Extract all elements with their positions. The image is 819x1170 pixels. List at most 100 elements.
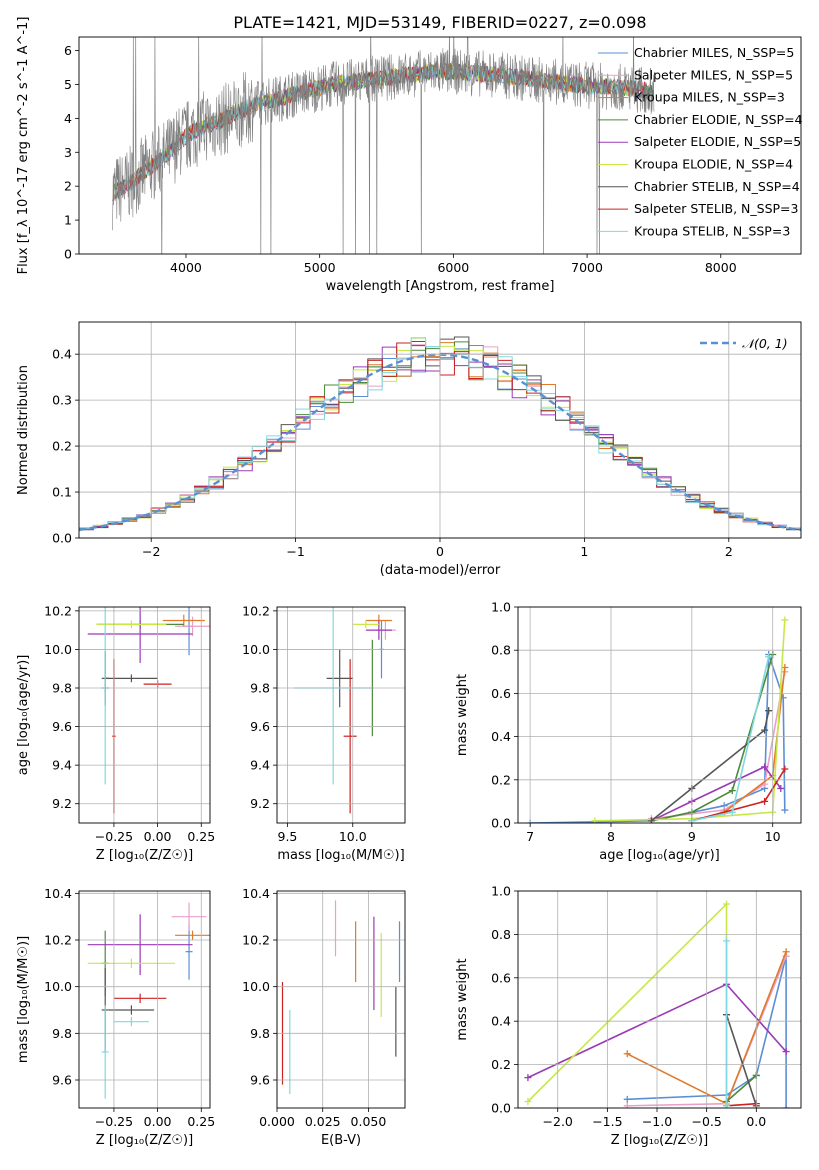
x-axis-label: wavelength [Angstrom, rest frame]	[326, 279, 555, 294]
y-tick-label: 9.6	[250, 1073, 270, 1088]
figure-title: PLATE=1421, MJD=53149, FIBERID=0227, z=0…	[233, 13, 646, 32]
x-axis-label: E(B-V)	[321, 1133, 361, 1148]
y-axis-label: age [log₁₀(age/yr)]	[16, 655, 31, 776]
y-tick-label: 10.0	[44, 979, 72, 994]
x-axis-label: (data-model)/error	[380, 563, 501, 578]
axes-frame	[276, 606, 406, 824]
x-tick-label: −0.5	[691, 1114, 721, 1129]
series-marker-kroupa_miles	[782, 948, 790, 956]
series-marker-kroupa_stelib	[723, 937, 731, 945]
plot-area	[526, 616, 789, 823]
y-tick-label: 10.0	[242, 979, 270, 994]
series-marker-kroupa_miles	[623, 1050, 631, 1058]
series-marker-salpeter_stelib	[781, 765, 789, 773]
x-tick-label: 0.0	[746, 1114, 766, 1129]
chart-spectrum: 4000 5000 6000 7000 8000 0 1 2 3 4 5 6 wavelength [A…	[16, 17, 803, 294]
plot-area	[112, 37, 655, 254]
x-axis-label: mass [log₁₀(M/M☉)]	[277, 848, 404, 863]
axes-frame	[78, 36, 802, 255]
x-tick-label: 2	[725, 544, 733, 559]
chart-residuals: −2 −1 0 1 2 0.0 0.1 0.2 0.3 0.4 (data-model)/error…	[16, 321, 802, 578]
x-tick-label: 0	[436, 544, 444, 559]
y-tick-label: 10.4	[44, 886, 72, 901]
x-tick-label: 6000	[437, 260, 469, 275]
x-tick-label: 0.25	[187, 829, 215, 844]
y-tick-label: 10.2	[242, 933, 270, 948]
series-marker-kroupa_elodie	[723, 900, 731, 908]
x-tick-label: 0.025	[305, 1114, 341, 1129]
legend-label: Chabrier ELODIE, N_SSP=4	[634, 112, 803, 127]
x-tick-label: 7000	[571, 260, 603, 275]
series-marker-salpeter_elodie	[782, 1048, 790, 1056]
x-tick-label: −1.0	[642, 1114, 672, 1129]
chart-age_vs_Z: −0.25 0.00 0.25 9.2 9.4 9.6 9.8 10.0 10.2 Z [log₁…	[16, 603, 215, 863]
y-tick-label: 0.2	[491, 772, 511, 787]
y-tick-label: 10.2	[44, 933, 72, 948]
y-tick-label: 0.2	[52, 439, 72, 454]
y-tick-label: 9.4	[52, 758, 72, 773]
plot-area	[87, 607, 210, 814]
y-axis-label: Normed distribution	[16, 365, 31, 495]
y-tick-label: 0.0	[491, 816, 511, 831]
legend-label: Chabrier MILES, N_SSP=5	[634, 45, 794, 60]
y-tick-label: 0.1	[52, 485, 72, 500]
y-tick-label: 3	[64, 145, 72, 160]
y-tick-label: 0.0	[52, 531, 72, 546]
series-marker-chabrier_elodie	[728, 787, 736, 795]
data-spectrum-line	[112, 37, 655, 254]
x-tick-label: 0.00	[144, 829, 172, 844]
series-marker-salpeter_elodie	[761, 763, 769, 771]
x-tick-label: 0.00	[144, 1114, 172, 1129]
series-marker-kroupa_elodie	[524, 1097, 532, 1105]
x-tick-label: 9.5	[278, 829, 298, 844]
series-marker-salpeter_elodie	[524, 1074, 532, 1082]
x-axis-label: Z [log₁₀(Z/Z☉)]	[96, 848, 193, 863]
y-axis-label: mass weight	[455, 958, 470, 1040]
axes-frame	[78, 321, 802, 539]
y-tick-label: 9.8	[52, 681, 72, 696]
series-marker-kroupa_stelib	[765, 653, 773, 661]
y-axis-label: mass weight	[455, 674, 470, 756]
y-tick-label: 6	[64, 43, 72, 58]
series-line-chabrier_stelib	[725, 1014, 758, 1107]
y-tick-label: 0.3	[52, 393, 72, 408]
series-marker-kroupa_elodie	[781, 616, 789, 624]
y-tick-label: 1.0	[491, 884, 511, 899]
x-tick-label: −2	[142, 544, 160, 559]
y-tick-label: 9.2	[52, 796, 72, 811]
axes-frame	[276, 890, 406, 1109]
y-tick-label: 0.4	[52, 347, 72, 362]
y-tick-label: 0.0	[491, 1101, 511, 1116]
x-tick-label: 4000	[170, 260, 202, 275]
x-tick-label: −1	[286, 544, 304, 559]
series-marker-chabrier_stelib	[647, 817, 655, 823]
x-tick-label: 1	[580, 544, 588, 559]
y-tick-label: 0.2	[491, 1057, 511, 1072]
series-marker-chabrier_miles	[623, 1095, 631, 1103]
y-tick-label: 10.2	[242, 603, 270, 618]
plot-area	[293, 607, 396, 814]
series-line-chabrier_stelib	[650, 710, 770, 822]
axes-frame	[78, 606, 211, 824]
y-tick-label: 0	[64, 247, 72, 262]
y-tick-label: 9.8	[250, 681, 270, 696]
y-tick-label: 9.4	[250, 758, 270, 773]
series-marker-kroupa_elodie	[591, 817, 599, 823]
y-tick-label: 4	[64, 111, 72, 126]
series-line-salpeter_miles	[651, 671, 786, 820]
legend-label: Kroupa MILES, N_SSP=3	[634, 90, 785, 105]
legend: Chabrier MILES, N_SSP=5 Salpeter MILES, N…	[598, 45, 803, 238]
series-marker-kroupa_stelib	[728, 808, 736, 816]
y-tick-label: 5	[64, 77, 72, 92]
x-tick-label: 0.000	[259, 1114, 295, 1129]
plot-area	[87, 902, 210, 1099]
series-marker-kroupa_stelib	[723, 1102, 731, 1108]
y-tick-label: 0.4	[491, 1014, 511, 1029]
x-tick-label: 7	[526, 829, 534, 844]
y-tick-label: 10.0	[242, 642, 270, 657]
x-tick-label: 0.25	[187, 1114, 215, 1129]
y-tick-label: 10.2	[44, 603, 72, 618]
legend-label: 𝒩(0, 1)	[742, 336, 788, 351]
legend-label: Salpeter MILES, N_SSP=5	[634, 67, 793, 82]
plot-area	[281, 900, 401, 1094]
